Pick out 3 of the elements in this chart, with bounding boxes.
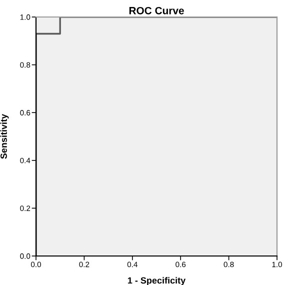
y-axis-title: Sensitivity [0,114,9,159]
chart-title: ROC Curve [129,6,184,14]
x-axis-title: 1 - Specificity [128,277,186,285]
